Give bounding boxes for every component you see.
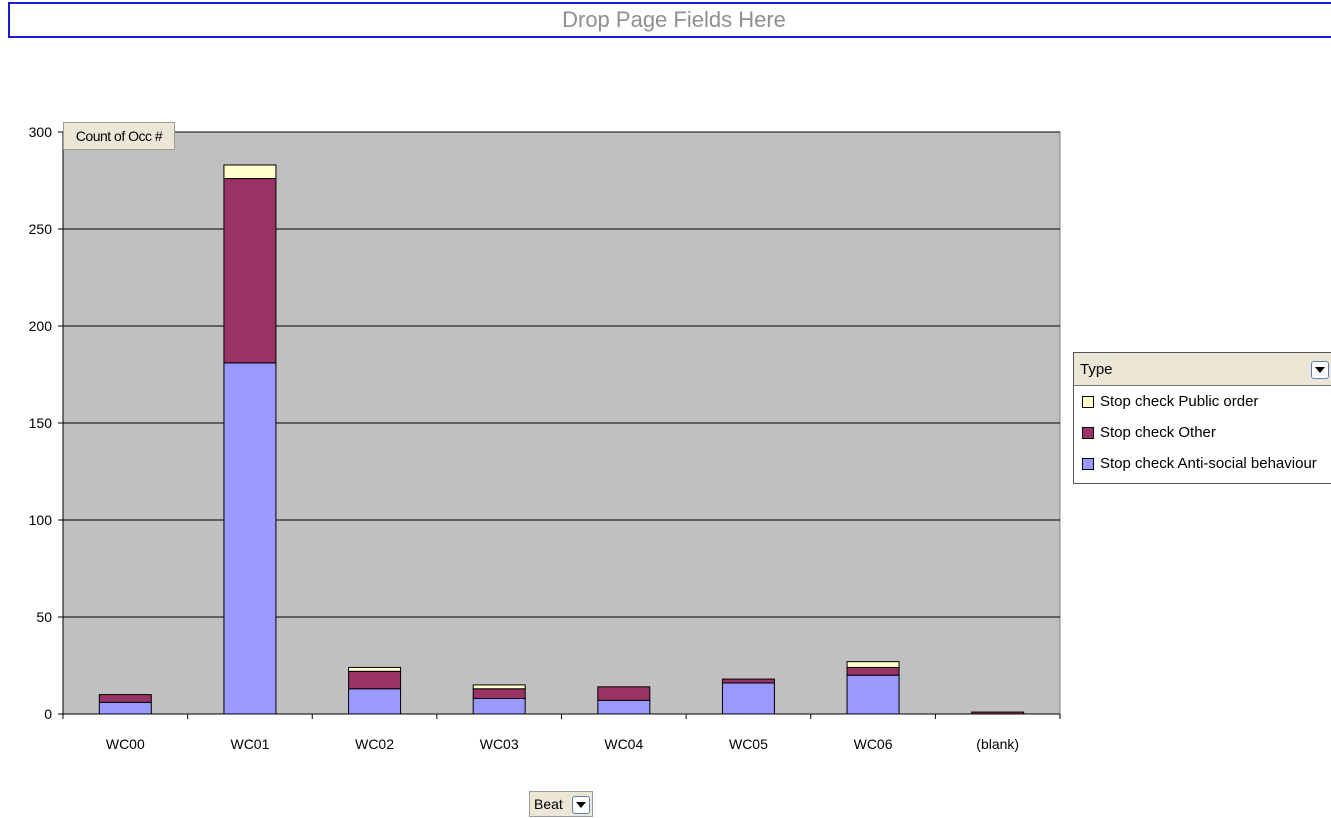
x-tick-label: WC02 [355,736,394,752]
x-tick-labels: WC00 WC01 WC02 WC03 WC04 WC05 WC06 (blank) [106,736,1019,752]
bar-segment [348,688,402,715]
legend-item-label: Stop check Other [1100,424,1216,441]
bar-segment [846,666,900,676]
bar-segment [472,688,526,699]
bar-segment [223,362,277,715]
bar-segment [846,661,900,668]
bar-segment [98,694,152,703]
x-tick-label: (blank) [976,736,1019,752]
y-tick-label: 50 [36,609,52,625]
y-tick-label: 100 [29,512,53,528]
row-field-button[interactable]: Beat [529,791,593,817]
y-tick-label: 0 [44,706,52,722]
x-tick-label: WC05 [729,736,768,752]
bar-segment [721,678,775,684]
bar-segment [721,682,775,715]
row-field-label: Beat [534,796,563,812]
x-tick-label: WC03 [480,736,519,752]
legend-swatch-public-order [1082,395,1094,408]
bar-segment [472,684,526,690]
legend-item: Stop check Other [1074,417,1331,448]
bar-segment [223,164,277,180]
bar-segment [223,178,277,364]
y-tick-label: 150 [29,415,53,431]
legend-item: Stop check Public order [1074,386,1331,417]
x-tick-label: WC06 [854,736,893,752]
legend-swatch-anti-social [1082,457,1094,470]
bar-segment [597,686,651,701]
y-tick-label: 300 [29,124,53,140]
x-tick-label: WC01 [230,736,269,752]
legend-title: Type [1080,360,1113,378]
page-fields-label: Drop Page Fields Here [562,7,786,32]
bar-segment [597,699,651,715]
bar-series [98,164,1025,715]
bar-segment [846,674,900,715]
bar-segment [348,666,402,672]
y-tick-label: 250 [29,221,53,237]
bar-segment [472,697,526,715]
bar-segment [348,670,402,690]
legend-swatch-other [1082,426,1094,439]
legend-item: Stop check Anti-social behaviour [1074,448,1331,479]
axes [58,131,1061,719]
chevron-down-icon[interactable] [1311,361,1329,379]
bar-segment [98,701,152,715]
y-tick-labels: 0 50 100 150 200 250 300 [29,124,53,722]
chevron-down-icon[interactable] [572,796,590,814]
page-fields-drop-zone[interactable]: Drop Page Fields Here [8,2,1331,38]
legend-item-label: Stop check Anti-social behaviour [1100,455,1317,472]
legend-item-label: Stop check Public order [1100,393,1259,410]
y-tick-label: 200 [29,318,53,334]
legend: Type Stop check Public order Stop check … [1073,352,1331,484]
x-tick-label: WC00 [106,736,145,752]
data-field-label: Count of Occ # [75,128,163,144]
x-tick-label: WC04 [604,736,643,752]
data-field-button[interactable]: Count of Occ # [63,122,175,150]
legend-header[interactable]: Type [1074,353,1331,386]
